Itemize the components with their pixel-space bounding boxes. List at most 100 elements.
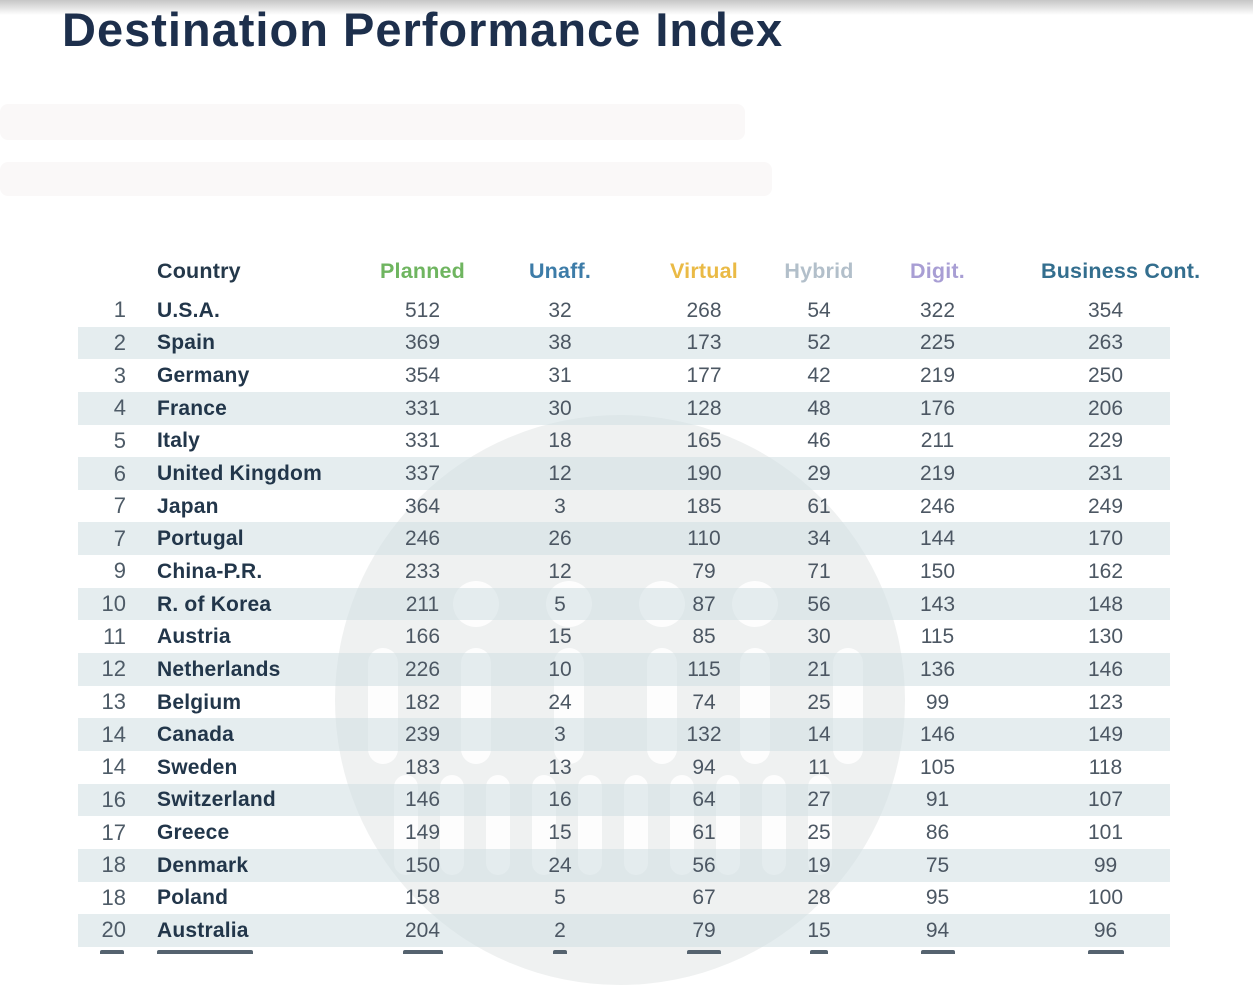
cell-virtual: 128 — [686, 396, 722, 420]
cell-virtual: 268 — [686, 298, 722, 322]
cell-hybrid: 71 — [807, 559, 831, 583]
column-header-business: Business Cont. — [1041, 259, 1201, 284]
clipped-row-fragment — [920, 949, 955, 954]
cell-planned: 246 — [404, 527, 441, 551]
cell-digit: 94 — [925, 918, 950, 942]
top-edge-fade — [0, 0, 1253, 15]
cell-rank: 2 — [113, 329, 126, 355]
cell-unaff: 10 — [548, 657, 572, 681]
cell-hybrid: 46 — [807, 429, 831, 453]
cell-unaff: 2 — [554, 918, 566, 942]
cell-planned: 183 — [404, 755, 441, 779]
cell-digit: 99 — [925, 690, 950, 714]
clipped-row-fragment — [810, 949, 828, 954]
cell-country: R. of Korea — [157, 592, 272, 616]
cell-unaff: 18 — [548, 429, 572, 453]
cell-virtual: 132 — [686, 723, 722, 747]
table-row: 4 France 331 30 128 48 176 206 — [78, 391, 1170, 425]
cell-business: 250 — [1087, 364, 1124, 388]
cell-hybrid: 56 — [807, 592, 831, 616]
cell-planned: 211 — [405, 592, 440, 616]
cell-virtual: 79 — [692, 559, 716, 583]
table-row: 11 Austria 166 15 85 30 115 130 — [78, 620, 1170, 653]
cell-digit: 75 — [925, 853, 950, 877]
cell-digit: 143 — [919, 592, 956, 616]
cell-unaff: 12 — [548, 559, 572, 583]
table-row: 6 United Kingdom 337 12 190 29 219 231 — [78, 457, 1170, 490]
cell-unaff: 24 — [548, 853, 572, 877]
cell-hybrid: 42 — [807, 364, 831, 388]
cell-rank: 17 — [101, 819, 126, 845]
cell-business: 162 — [1087, 559, 1124, 583]
cell-digit: 225 — [919, 331, 956, 355]
cell-hybrid: 30 — [807, 625, 831, 649]
cell-digit: 211 — [920, 429, 955, 453]
cell-planned: 331 — [404, 396, 441, 420]
cell-business: 123 — [1087, 690, 1124, 714]
cell-unaff: 24 — [548, 690, 572, 714]
cell-unaff: 5 — [554, 592, 566, 616]
table-body: 1 U.S.A. 512 32 268 54 322 354 2 Spain 369 38 173 52 2… — [78, 294, 1170, 947]
cell-unaff: 16 — [548, 788, 572, 812]
cell-business: 130 — [1087, 625, 1124, 649]
cell-country: U.S.A. — [157, 298, 221, 322]
cell-unaff: 30 — [548, 396, 572, 420]
cell-business: 229 — [1087, 429, 1124, 453]
table-row: 10 R. of Korea 211 5 87 56 143 148 — [78, 587, 1170, 621]
cell-digit: 150 — [919, 559, 956, 583]
table-row: 3 Germany 354 31 177 42 219 250 — [78, 359, 1170, 392]
cell-rank: 7 — [113, 525, 126, 551]
cell-hybrid: 21 — [807, 657, 831, 681]
cell-country: Netherlands — [157, 657, 281, 681]
cell-rank: 4 — [113, 395, 126, 421]
cell-virtual: 94 — [692, 755, 716, 779]
cell-hybrid: 61 — [807, 494, 831, 518]
table-row: 14 Sweden 183 13 94 11 105 118 — [78, 751, 1170, 784]
cell-business: 149 — [1087, 723, 1124, 747]
cell-planned: 337 — [404, 462, 441, 486]
cell-business: 249 — [1087, 494, 1124, 518]
cell-digit: 176 — [919, 396, 956, 420]
cell-hybrid: 15 — [807, 918, 831, 942]
cell-virtual: 87 — [692, 592, 716, 616]
cell-planned: 331 — [404, 429, 441, 453]
cell-rank: 7 — [113, 493, 126, 519]
column-header-hybrid: Hybrid — [784, 259, 854, 284]
cell-hybrid: 25 — [807, 690, 831, 714]
cell-country: Germany — [157, 364, 250, 388]
cell-rank: 1 — [113, 297, 126, 323]
cell-rank: 6 — [113, 460, 126, 486]
cell-country: Italy — [157, 429, 201, 453]
cell-hybrid: 19 — [807, 853, 831, 877]
table-row: 17 Greece 149 15 61 25 86 101 — [78, 816, 1170, 849]
cell-business: 118 — [1088, 755, 1123, 779]
cell-business: 100 — [1087, 886, 1124, 910]
clipped-row-fragment — [402, 949, 443, 954]
cell-rank: 18 — [101, 852, 126, 878]
cell-digit: 95 — [925, 886, 950, 910]
column-header-planned: Planned — [379, 259, 466, 284]
cell-virtual: 115 — [687, 657, 721, 681]
cell-digit: 144 — [919, 527, 956, 551]
cell-planned: 369 — [404, 331, 441, 355]
cell-virtual: 165 — [686, 429, 722, 453]
cell-virtual: 61 — [692, 821, 716, 845]
cell-business: 263 — [1087, 331, 1124, 355]
cell-unaff: 15 — [548, 821, 572, 845]
cell-virtual: 79 — [692, 918, 716, 942]
cell-business: 206 — [1087, 396, 1124, 420]
cell-rank: 5 — [113, 427, 126, 453]
cell-virtual: 173 — [686, 331, 722, 355]
cell-planned: 182 — [404, 690, 441, 714]
cell-virtual: 56 — [692, 853, 716, 877]
cell-planned: 166 — [404, 625, 441, 649]
cell-virtual: 74 — [692, 690, 716, 714]
cell-planned: 158 — [404, 886, 441, 910]
column-header-virtual: Virtual — [670, 259, 738, 284]
cell-rank: 16 — [101, 786, 126, 812]
cell-hybrid: 48 — [807, 396, 831, 420]
cell-country: Greece — [157, 821, 230, 845]
cell-hybrid: 27 — [807, 788, 831, 812]
cell-business: 99 — [1093, 853, 1118, 877]
cell-digit: 219 — [919, 462, 956, 486]
